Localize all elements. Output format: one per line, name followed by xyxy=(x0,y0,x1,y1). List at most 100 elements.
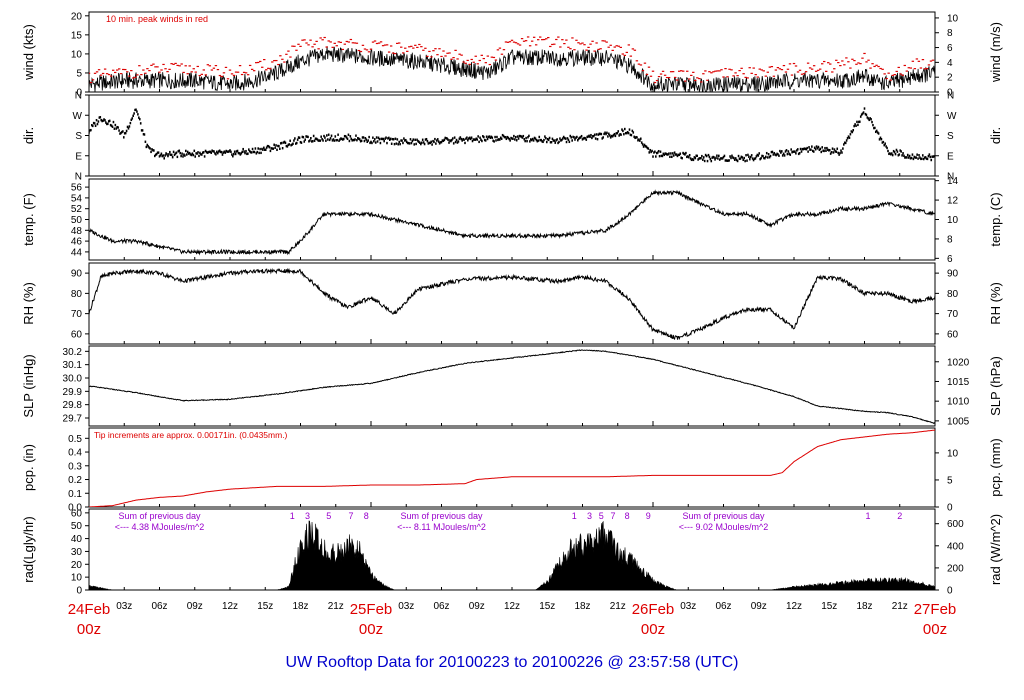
direction-point xyxy=(312,134,315,138)
direction-point xyxy=(630,133,633,137)
y-tick-label-right: N xyxy=(947,91,954,102)
direction-point xyxy=(377,136,380,139)
direction-point xyxy=(287,143,290,147)
day-label: 27Feb xyxy=(914,601,957,618)
wind-line xyxy=(89,46,935,92)
direction-point xyxy=(140,129,143,132)
direction-point xyxy=(569,134,572,138)
direction-point xyxy=(756,153,759,157)
direction-point xyxy=(468,136,471,139)
direction-point xyxy=(709,157,712,161)
direction-point xyxy=(470,136,473,139)
direction-point xyxy=(503,135,506,139)
direction-point xyxy=(523,138,526,141)
direction-point xyxy=(810,148,812,151)
y-tick-label-left: 30.0 xyxy=(63,374,83,385)
direction-point xyxy=(452,142,455,145)
direction-point xyxy=(680,156,682,159)
direction-point xyxy=(916,153,918,156)
y-tick-label-left: 29.8 xyxy=(63,400,83,411)
direction-point xyxy=(793,150,795,153)
direction-point xyxy=(238,152,241,155)
direction-point xyxy=(139,122,142,125)
direction-point xyxy=(536,140,539,143)
direction-point xyxy=(325,139,327,142)
direction-point xyxy=(639,139,641,142)
direction-point xyxy=(223,150,226,153)
direction-point xyxy=(751,157,754,160)
direction-point xyxy=(836,147,839,150)
direction-point xyxy=(342,138,344,141)
direction-point xyxy=(688,153,691,157)
direction-point xyxy=(272,147,275,150)
direction-point xyxy=(391,137,394,141)
direction-point xyxy=(832,151,835,154)
direction-point xyxy=(906,156,908,159)
direction-point xyxy=(715,156,717,160)
direction-point xyxy=(838,153,840,156)
direction-point xyxy=(371,141,373,145)
panel-frame xyxy=(88,94,936,177)
panel-data xyxy=(89,36,935,92)
direction-point xyxy=(831,147,834,150)
y-tick-label-right: 6 xyxy=(947,254,953,265)
y-tick-label-left: 60 xyxy=(71,508,83,519)
direction-point xyxy=(435,142,437,145)
direction-point xyxy=(700,157,702,160)
direction-point xyxy=(154,154,156,158)
direction-point xyxy=(837,151,839,155)
direction-point xyxy=(572,135,574,139)
direction-point xyxy=(626,131,629,134)
direction-point xyxy=(467,137,470,140)
direction-point xyxy=(379,141,382,145)
direction-point xyxy=(304,138,306,141)
direction-point xyxy=(780,151,782,154)
direction-point xyxy=(207,151,210,154)
direction-point xyxy=(758,152,761,155)
direction-point xyxy=(798,151,801,155)
direction-point xyxy=(598,132,601,135)
direction-point xyxy=(176,155,179,159)
direction-point xyxy=(585,138,588,141)
direction-point xyxy=(327,133,330,136)
direction-point xyxy=(221,153,224,156)
direction-point xyxy=(393,142,396,146)
direction-point xyxy=(439,141,442,144)
direction-point xyxy=(755,155,758,158)
direction-point xyxy=(874,126,876,130)
direction-point xyxy=(627,131,630,135)
direction-point xyxy=(552,139,555,142)
y-tick-label-left: 40 xyxy=(71,534,83,545)
direction-point xyxy=(171,155,174,159)
direction-point xyxy=(780,150,783,153)
direction-point xyxy=(743,156,745,160)
direction-point xyxy=(545,137,547,140)
direction-point xyxy=(718,158,721,161)
y-tick-label-right: 5 xyxy=(947,475,953,486)
direction-point xyxy=(316,138,319,141)
direction-point xyxy=(526,139,528,143)
direction-point xyxy=(713,156,715,159)
direction-point xyxy=(584,137,587,140)
direction-point xyxy=(716,154,718,157)
panel-wind: 0 5 10 15 20 0 2 4 6 8 10 wind (kts) wind (m/s) 10 mi… xyxy=(21,11,1003,98)
direction-point xyxy=(706,159,709,163)
direction-point xyxy=(671,155,673,159)
y-tick-label-left: 0.4 xyxy=(68,448,82,459)
direction-point xyxy=(183,153,185,156)
direction-point xyxy=(108,119,111,123)
direction-point xyxy=(89,131,90,134)
direction-point xyxy=(537,139,540,142)
direction-point xyxy=(225,149,228,153)
direction-point xyxy=(260,151,262,155)
direction-point xyxy=(591,136,593,140)
y-tick-label-left: 46 xyxy=(71,237,83,248)
direction-point xyxy=(847,135,850,138)
direction-point xyxy=(156,151,159,154)
direction-point xyxy=(488,135,491,138)
direction-point xyxy=(151,148,153,151)
direction-point xyxy=(477,135,479,138)
panel-data xyxy=(89,107,935,163)
direction-point xyxy=(211,149,213,152)
chart-title: UW Rooftop Data for 20100223 to 20100226… xyxy=(286,654,739,671)
